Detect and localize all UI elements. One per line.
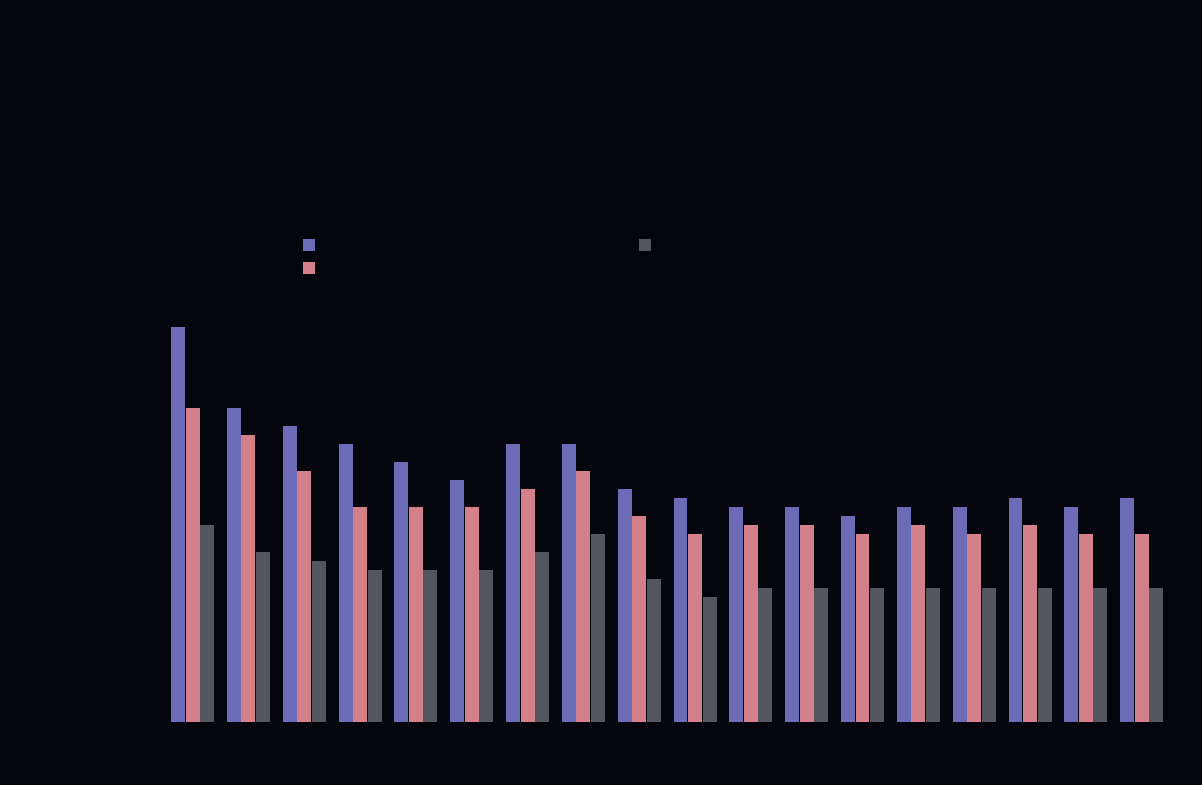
Legend: Zombie-yritykset (uusi), Zombie-yritykset (vanha), Ei-zombie-yritykset: Zombie-yritykset (uusi), Zombie-yritykse… [297,232,813,283]
Bar [953,507,966,722]
Bar [1008,498,1023,722]
Bar [911,525,926,722]
Bar [368,570,381,722]
Bar [968,534,981,722]
Bar [171,327,185,722]
Bar [185,408,200,722]
Bar [339,444,352,722]
Bar [618,489,632,722]
Bar [465,507,478,722]
Bar [535,552,549,722]
Bar [1037,588,1052,722]
Bar [632,516,647,722]
Bar [311,560,326,722]
Bar [1079,534,1093,722]
Bar [409,507,423,722]
Bar [1094,588,1107,722]
Bar [799,525,814,722]
Bar [814,588,828,722]
Bar [394,462,409,722]
Bar [561,444,576,722]
Bar [688,534,702,722]
Bar [282,426,297,722]
Bar [730,507,743,722]
Bar [227,408,240,722]
Bar [702,597,716,722]
Bar [1064,507,1078,722]
Bar [1023,525,1037,722]
Bar [451,480,464,722]
Bar [506,444,520,722]
Bar [423,570,438,722]
Bar [591,534,605,722]
Bar [856,534,869,722]
Bar [758,588,773,722]
Bar [353,507,367,722]
Bar [1135,534,1149,722]
Bar [870,588,883,722]
Bar [297,471,311,722]
Bar [785,507,799,722]
Bar [480,570,493,722]
Bar [647,579,661,722]
Text: Implisiittiset korot zombie-luonnehdinnan mukaan
(luvut ovat vuosikohtaisia medi: Implisiittiset korot zombie-luonnehdinna… [156,168,785,207]
Bar [926,588,940,722]
Bar [897,507,911,722]
Bar [744,525,757,722]
Bar [256,552,270,722]
Bar [1120,498,1135,722]
Bar [242,435,255,722]
Bar [577,471,590,722]
Bar [200,525,214,722]
Bar [1149,588,1164,722]
Bar [982,588,995,722]
Bar [520,489,535,722]
Bar [673,498,688,722]
Bar [841,516,855,722]
